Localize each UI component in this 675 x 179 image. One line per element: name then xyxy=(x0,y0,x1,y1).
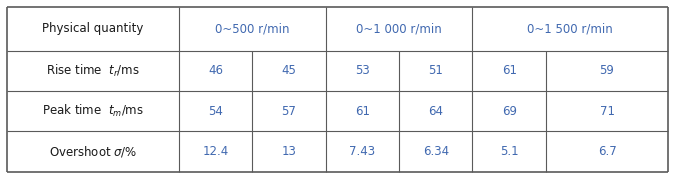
Text: 45: 45 xyxy=(281,64,296,78)
Text: 57: 57 xyxy=(281,105,296,118)
Text: 12.4: 12.4 xyxy=(202,145,229,158)
Text: 0~1 000 r/min: 0~1 000 r/min xyxy=(356,23,442,35)
Text: 0~1 500 r/min: 0~1 500 r/min xyxy=(527,23,613,35)
Text: 54: 54 xyxy=(208,105,223,118)
Text: Peak time  $\mathit{t}_{m}$/ms: Peak time $\mathit{t}_{m}$/ms xyxy=(42,103,144,119)
Text: 13: 13 xyxy=(281,145,296,158)
Text: 7.43: 7.43 xyxy=(349,145,375,158)
Text: 64: 64 xyxy=(428,105,443,118)
Text: 69: 69 xyxy=(502,105,516,118)
Text: 61: 61 xyxy=(355,105,370,118)
Text: 46: 46 xyxy=(208,64,223,78)
Text: 53: 53 xyxy=(355,64,370,78)
Text: 6.7: 6.7 xyxy=(597,145,616,158)
Text: 61: 61 xyxy=(502,64,516,78)
Text: 51: 51 xyxy=(429,64,443,78)
Text: 59: 59 xyxy=(599,64,614,78)
Text: Overshoot $\mathit{σ}$/%: Overshoot $\mathit{σ}$/% xyxy=(49,144,137,159)
Text: 6.34: 6.34 xyxy=(423,145,449,158)
Text: 5.1: 5.1 xyxy=(500,145,518,158)
Text: 71: 71 xyxy=(599,105,614,118)
Text: 0~500 r/min: 0~500 r/min xyxy=(215,23,290,35)
Text: Physical quantity: Physical quantity xyxy=(42,23,143,35)
Text: Rise time  $\mathit{t}_{r}$/ms: Rise time $\mathit{t}_{r}$/ms xyxy=(46,63,140,79)
